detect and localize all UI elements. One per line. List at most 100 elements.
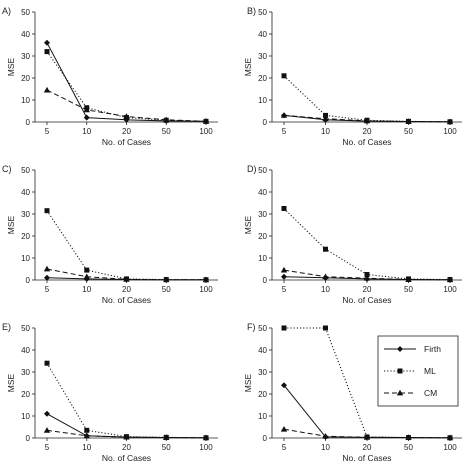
series-firth <box>44 39 209 125</box>
x-tick-label: 10 <box>82 285 91 294</box>
series-line <box>46 210 207 281</box>
x-tick-label: 10 <box>82 443 91 452</box>
data-point <box>83 114 90 121</box>
y-tick-label: 0 <box>26 434 31 443</box>
y-tick-label: 20 <box>258 74 267 83</box>
x-axis-label: No. of Cases <box>342 453 391 463</box>
panel-label: B) <box>247 6 256 16</box>
x-tick-label: 10 <box>82 127 91 136</box>
legend-label: ML <box>424 366 436 376</box>
y-tick-label: 40 <box>258 30 267 39</box>
data-point <box>123 276 130 282</box>
series-line <box>46 429 207 439</box>
data-point <box>280 266 288 273</box>
y-tick-label: 0 <box>263 434 268 443</box>
x-tick-label: 50 <box>162 443 171 452</box>
x-tick-label: 100 <box>443 127 457 136</box>
y-axis-label: MSE <box>6 57 16 76</box>
data-point <box>44 410 50 417</box>
y-tick-label: 40 <box>21 188 30 197</box>
x-tick-label: 100 <box>443 285 457 294</box>
panel-e: E) 0 10 20 30 40 50 5 10 20 50 100 No. of Cases MSE <box>2 322 218 463</box>
data-point <box>280 112 288 118</box>
data-point <box>202 118 210 124</box>
y-tick-label: 50 <box>258 324 267 333</box>
data-point <box>84 427 90 433</box>
y-tick-label: 0 <box>263 276 268 285</box>
data-point <box>281 273 287 280</box>
legend-label: CM <box>424 388 437 398</box>
data-point <box>83 273 90 280</box>
series-cm <box>43 427 210 441</box>
y-axis-label: MSE <box>6 373 16 392</box>
data-point <box>322 115 329 122</box>
x-tick-label: 5 <box>282 285 287 294</box>
data-point <box>44 360 50 366</box>
data-point <box>446 118 454 125</box>
data-point <box>163 276 170 283</box>
y-tick-label: 30 <box>21 368 30 377</box>
y-tick-label: 20 <box>21 74 30 83</box>
data-point <box>281 325 287 331</box>
data-point <box>43 265 51 272</box>
panel-label: A) <box>2 6 11 16</box>
y-tick-label: 40 <box>258 188 267 197</box>
data-point <box>363 434 371 440</box>
x-tick-label: 100 <box>199 285 213 294</box>
x-tick-label: 100 <box>199 443 213 452</box>
x-tick-label: 50 <box>404 285 413 294</box>
legend-marker <box>396 389 404 396</box>
data-point <box>43 86 51 93</box>
panel-label: C) <box>2 164 12 174</box>
series-line <box>46 42 207 122</box>
x-tick-label: 10 <box>321 443 330 452</box>
series-cm <box>43 265 210 283</box>
data-point <box>123 433 130 440</box>
data-point <box>281 73 287 79</box>
y-tick-label: 0 <box>26 276 31 285</box>
y-tick-label: 0 <box>26 118 31 127</box>
data-point <box>44 208 50 214</box>
x-tick-label: 20 <box>363 443 372 452</box>
y-tick-label: 20 <box>258 232 267 241</box>
data-point <box>446 276 454 283</box>
y-axis-label: MSE <box>243 373 253 392</box>
series-line <box>46 51 207 122</box>
y-axis-label: MSE <box>243 57 253 76</box>
panel-label: F) <box>247 322 256 332</box>
data-point <box>83 432 90 439</box>
y-tick-label: 50 <box>258 8 267 17</box>
y-tick-label: 0 <box>263 118 268 127</box>
data-point <box>405 434 412 440</box>
data-point <box>323 112 328 118</box>
x-tick-label: 20 <box>122 285 131 294</box>
series-cm <box>43 86 210 124</box>
x-axis-label: No. of Cases <box>102 137 151 147</box>
x-tick-label: 100 <box>199 127 213 136</box>
data-point <box>363 275 371 281</box>
y-tick-label: 40 <box>21 346 30 355</box>
data-point <box>364 272 370 277</box>
panel-a: A) 0 10 20 30 40 50 5 10 20 50 100 No. of Cases MSE <box>2 6 218 147</box>
y-tick-label: 10 <box>21 412 30 421</box>
data-point <box>44 49 50 55</box>
data-point <box>83 106 90 113</box>
x-tick-label: 5 <box>45 443 50 452</box>
legend-box <box>377 335 459 407</box>
legend-label: Firth <box>424 344 441 354</box>
series-line <box>46 362 207 439</box>
x-tick-label: 10 <box>321 285 330 294</box>
y-tick-label: 20 <box>258 390 267 399</box>
y-tick-label: 30 <box>21 52 30 61</box>
data-point <box>123 113 130 119</box>
y-tick-label: 20 <box>21 232 30 241</box>
data-point <box>323 325 328 331</box>
series-cm <box>280 426 454 441</box>
data-point <box>43 427 51 433</box>
series-ml <box>44 49 209 124</box>
y-axis-label: MSE <box>6 215 16 234</box>
data-point <box>322 273 329 280</box>
series-cm <box>280 112 454 125</box>
y-tick-label: 30 <box>258 210 267 219</box>
